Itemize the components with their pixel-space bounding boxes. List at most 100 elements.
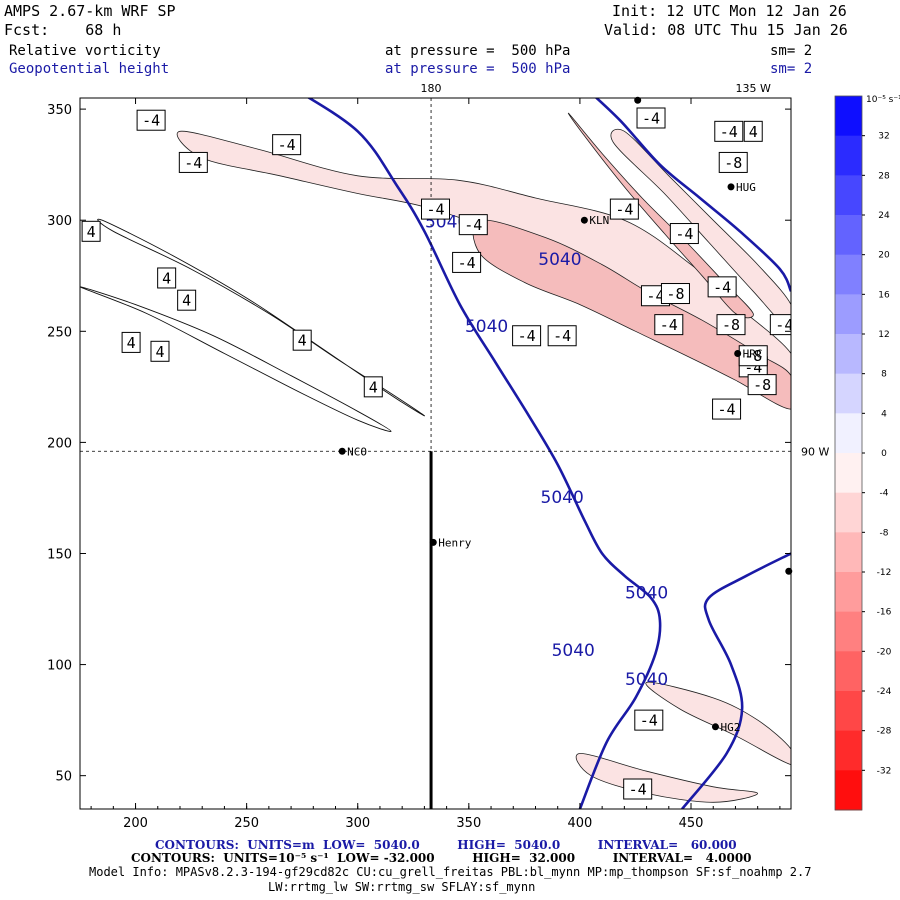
station-marker: Henry xyxy=(429,536,472,549)
x-tick-label: 200 xyxy=(123,816,148,831)
label-text: -4 xyxy=(660,316,678,334)
label-text: -4 xyxy=(640,712,658,730)
label-text: -4 xyxy=(458,254,476,272)
vorticity-contour-label: -4 xyxy=(634,709,664,731)
colorbar-segment xyxy=(835,135,862,176)
label-box xyxy=(660,283,690,305)
label-box xyxy=(272,134,302,156)
y-tick-label: 150 xyxy=(47,547,72,562)
colorbar-tick-label: -24 xyxy=(877,687,892,697)
vorticity-contour-label: -4 xyxy=(458,214,488,236)
vorticity-contour-label: -4 xyxy=(272,134,302,156)
colorbar-tick-label: 16 xyxy=(878,290,890,300)
label-text: -4 xyxy=(775,316,793,334)
label-box xyxy=(292,329,312,351)
colorbar-segment xyxy=(835,334,862,375)
label-box xyxy=(421,198,450,220)
colorbar-segment xyxy=(835,691,862,732)
colorbar-segment xyxy=(835,770,862,811)
vorticity-contour-label: -4 xyxy=(178,151,208,173)
vorticity-fill-layer xyxy=(176,112,791,803)
negative-vorticity-band xyxy=(645,681,791,766)
y-tick-label: 350 xyxy=(47,103,72,118)
label-box xyxy=(512,325,542,347)
colorbar-segment xyxy=(835,730,862,771)
label-text: -4 xyxy=(464,216,482,234)
vorticity-contour-label: -8 xyxy=(660,283,690,305)
vorticity-contour-label: -4 xyxy=(707,276,737,298)
label-text: -8 xyxy=(666,285,684,303)
height-contour-label: 5040 xyxy=(465,317,508,337)
label-text: 4 xyxy=(182,292,191,310)
model-info: Model Info: MPASv8.2.3-194-gf29cd82c CU:… xyxy=(89,865,812,879)
label-text: 4 xyxy=(155,343,164,361)
colorbar-segment xyxy=(835,651,862,692)
label-text: -4 xyxy=(184,154,202,172)
y-tick-label: 300 xyxy=(47,214,72,229)
vorticity-contour-info: CONTOURS: UNITS=10⁻⁵ s⁻¹ LOW= -32.000 HI… xyxy=(131,851,752,865)
vorticity-contour-label: -4 xyxy=(623,778,653,800)
label-box xyxy=(634,709,664,731)
height-contour-label: 5040 xyxy=(541,488,584,508)
label-box xyxy=(623,778,653,800)
vorticity-contour-label: -8 xyxy=(716,314,746,336)
label-box xyxy=(716,314,746,336)
label-text: 4 xyxy=(127,334,136,352)
colorbar-segment xyxy=(835,96,862,137)
colorbar-tick-label: -32 xyxy=(877,766,892,776)
init-time: Init: 12 UTC Mon 12 Jan 26 xyxy=(612,2,847,20)
station-marker: KLN xyxy=(580,214,609,227)
label-text: 4 xyxy=(87,223,96,241)
label-text: -8 xyxy=(724,154,742,172)
label-box xyxy=(81,220,101,242)
colorbar-tick-label: -28 xyxy=(877,727,892,737)
label-box xyxy=(654,314,684,336)
model-info-physics: LW:rrtmg_lw SW:rrtmg_sw SFLAY:sf_mynn xyxy=(268,880,536,894)
vorticity-contour-label: -4 xyxy=(512,325,542,347)
model-title: AMPS 2.67-km WRF SP xyxy=(4,2,176,20)
x-tick-label: 450 xyxy=(679,816,704,831)
vorticity-contour-label: 4 xyxy=(177,289,197,311)
label-text: 4 xyxy=(369,378,378,396)
label-text: 4 xyxy=(749,123,758,141)
colorbar-tick-label: -4 xyxy=(880,489,889,499)
colorbar-tick-label: 28 xyxy=(878,171,890,181)
label-text: -8 xyxy=(753,376,771,394)
label-text: -4 xyxy=(642,109,660,127)
field1-smoothing: sm= 2 xyxy=(770,43,813,59)
top-axis-label: 180 xyxy=(421,82,442,95)
field1-name: Relative vorticity xyxy=(9,43,161,59)
label-text: -4 xyxy=(720,123,738,141)
station-marker: HUG xyxy=(727,181,756,194)
station-name: Henry xyxy=(438,536,471,549)
station-name: HG2 xyxy=(720,721,740,734)
colorbar-tick-label: 24 xyxy=(878,211,890,221)
vorticity-contour-label: 4 xyxy=(743,120,763,142)
label-text: -4 xyxy=(615,201,633,219)
colorbar-tick-label: -12 xyxy=(877,568,892,578)
label-box xyxy=(363,376,383,398)
x-tick-label: 300 xyxy=(345,816,370,831)
label-text: -4 xyxy=(675,225,693,243)
label-text: -4 xyxy=(142,112,160,130)
contour-label-layer: 5040504050405040504050405040-4-4-4-4-4-4… xyxy=(81,107,793,800)
label-text: -4 xyxy=(278,136,296,154)
station-marker: NCO xyxy=(338,445,367,458)
height-contour-5040 xyxy=(594,98,791,292)
label-box xyxy=(177,289,197,311)
x-tick-label: 400 xyxy=(568,816,593,831)
label-text: -8 xyxy=(744,347,762,365)
station-marker: HG2 xyxy=(711,721,740,734)
vorticity-contour-label: 4 xyxy=(121,331,141,353)
colorbar-tick-label: 20 xyxy=(878,251,890,261)
colorbar-segment xyxy=(835,294,862,335)
vorticity-contour-label: -4 xyxy=(136,109,166,131)
vorticity-contour-label: -4 xyxy=(452,251,482,273)
label-box xyxy=(769,314,791,336)
positive-vorticity-contour xyxy=(80,286,392,432)
height-contour-5040 xyxy=(306,98,662,809)
label-box xyxy=(452,251,482,273)
height-contour-label: 5040 xyxy=(625,670,668,690)
vorticity-contour-label: -8 xyxy=(718,151,748,173)
vorticity-contour-label: 4 xyxy=(292,329,312,351)
